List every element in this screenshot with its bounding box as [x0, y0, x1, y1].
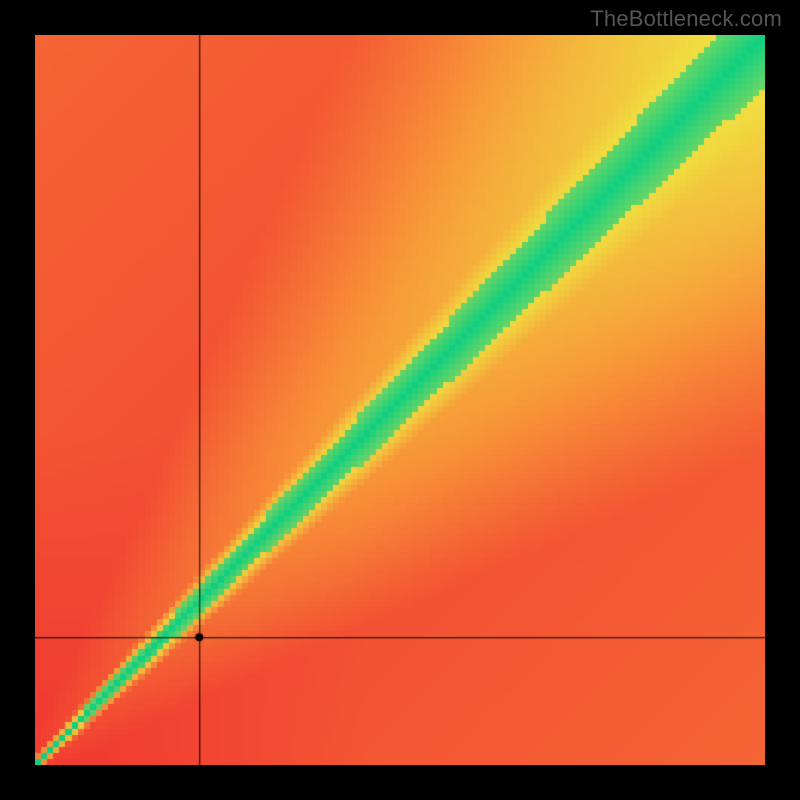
bottleneck-heatmap: [35, 35, 765, 765]
watermark-text: TheBottleneck.com: [590, 6, 782, 32]
chart-container: TheBottleneck.com: [0, 0, 800, 800]
